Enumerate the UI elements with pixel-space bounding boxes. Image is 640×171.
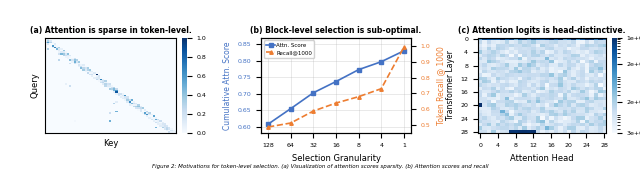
Recall@1000	[310, 110, 317, 112]
Legend: Attn. Score, Recall@1000: Attn. Score, Recall@1000	[264, 40, 314, 58]
Attn. Score	[310, 92, 317, 94]
Attn. Score	[378, 61, 385, 63]
X-axis label: Key: Key	[103, 139, 118, 148]
Line: Recall@1000: Recall@1000	[266, 45, 406, 129]
Title: (b) Block-level selection is sub-optimal.: (b) Block-level selection is sub-optimal…	[250, 27, 422, 35]
Attn. Score	[332, 81, 340, 83]
Recall@1000	[287, 122, 294, 124]
Y-axis label: Query: Query	[30, 73, 39, 98]
Attn. Score	[287, 108, 294, 110]
X-axis label: Attention Head: Attention Head	[510, 154, 574, 163]
Attn. Score	[400, 50, 408, 52]
Y-axis label: Token Recall @ 1000: Token Recall @ 1000	[436, 46, 445, 125]
Y-axis label: Cumulative Attn. Score: Cumulative Attn. Score	[223, 41, 232, 130]
Text: Figure 2: Motivations for token-level selection. (a) Visualization of attention : Figure 2: Motivations for token-level se…	[152, 164, 488, 169]
Recall@1000	[400, 46, 408, 48]
Recall@1000	[378, 88, 385, 90]
Title: (c) Attention logits is head-distinctive.: (c) Attention logits is head-distinctive…	[458, 27, 626, 35]
X-axis label: Selection Granularity: Selection Granularity	[291, 154, 381, 163]
Title: (a) Attention is sparse in token-level.: (a) Attention is sparse in token-level.	[29, 27, 191, 35]
Recall@1000	[264, 126, 272, 128]
Attn. Score	[355, 69, 362, 71]
Recall@1000	[332, 102, 340, 104]
Y-axis label: Transformer Layer: Transformer Layer	[445, 51, 454, 120]
Attn. Score	[264, 123, 272, 125]
Line: Attn. Score: Attn. Score	[266, 49, 406, 126]
Recall@1000	[355, 96, 362, 98]
